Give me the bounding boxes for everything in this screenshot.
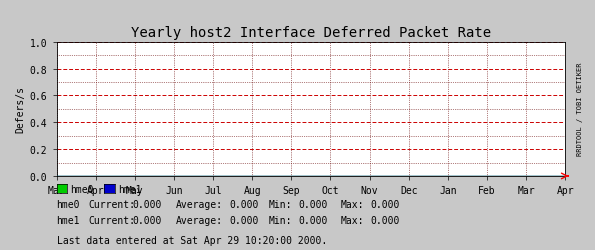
Text: Min:: Min: [269, 215, 292, 225]
Text: 0.000: 0.000 [299, 215, 328, 225]
Text: 0.000: 0.000 [299, 199, 328, 209]
Text: 0.000: 0.000 [132, 199, 161, 209]
Text: RRDTOOL / TOBI OETIKER: RRDTOOL / TOBI OETIKER [577, 62, 583, 155]
Title: Yearly host2 Interface Deferred Packet Rate: Yearly host2 Interface Deferred Packet R… [131, 26, 491, 40]
Text: Average:: Average: [176, 199, 223, 209]
Text: hme0: hme0 [70, 184, 93, 194]
Text: hme0: hme0 [57, 199, 80, 209]
Text: 0.000: 0.000 [132, 215, 161, 225]
Text: Max:: Max: [340, 215, 364, 225]
Text: 0.000: 0.000 [229, 199, 258, 209]
Text: Last data entered at Sat Apr 29 10:20:00 2000.: Last data entered at Sat Apr 29 10:20:00… [57, 235, 327, 245]
Text: hme1: hme1 [118, 184, 141, 194]
Y-axis label: Defers/s: Defers/s [15, 86, 26, 133]
Text: Current:: Current: [88, 199, 135, 209]
Text: Max:: Max: [340, 199, 364, 209]
Text: 0.000: 0.000 [370, 215, 399, 225]
Text: hme1: hme1 [57, 215, 80, 225]
Text: 0.000: 0.000 [370, 199, 399, 209]
Text: 0.000: 0.000 [229, 215, 258, 225]
Text: Average:: Average: [176, 215, 223, 225]
Text: Min:: Min: [269, 199, 292, 209]
Text: Current:: Current: [88, 215, 135, 225]
